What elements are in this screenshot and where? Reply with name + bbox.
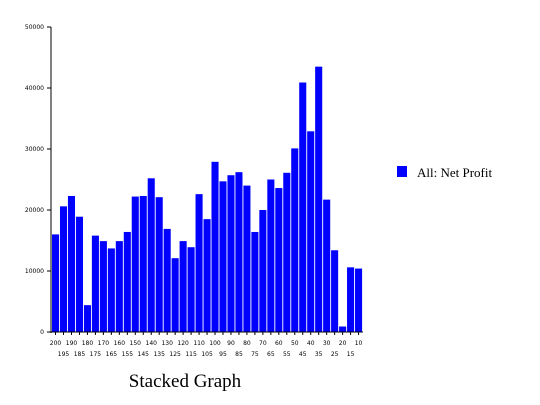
bar-125	[171, 258, 179, 332]
bar-85	[235, 172, 243, 332]
x-axis: 2001951901851801751701651601551501451401…	[50, 331, 363, 358]
legend-label: All: Net Profit	[417, 165, 492, 180]
x-tick-label: 15	[347, 351, 355, 358]
x-tick-label: 50	[291, 340, 299, 347]
x-tick-label: 165	[106, 351, 118, 358]
x-tick-label: 40	[307, 340, 315, 347]
bar-90	[227, 175, 235, 332]
x-tick-label: 140	[146, 340, 158, 347]
x-tick-label: 25	[331, 351, 339, 358]
x-tick-label: 65	[267, 351, 275, 358]
bar-80	[243, 185, 251, 332]
bar-185	[75, 216, 83, 332]
bar-30	[323, 199, 331, 332]
x-tick-label: 45	[299, 351, 307, 358]
y-axis: 0 10000 20000 30000 40000 50000	[25, 24, 52, 336]
bar-15	[347, 267, 355, 332]
bar-100	[211, 161, 219, 332]
y-tick-label: 20000	[25, 207, 44, 214]
bar-25	[331, 250, 339, 332]
x-tick-label: 60	[275, 340, 283, 347]
x-tick-label: 125	[169, 351, 181, 358]
x-tick-label: 70	[259, 340, 267, 347]
bars-group	[52, 66, 363, 333]
x-tick-label: 155	[122, 351, 134, 358]
bar-155	[123, 231, 131, 332]
bar-170	[99, 241, 107, 332]
x-tick-label: 160	[114, 340, 126, 347]
x-tick-label: 95	[219, 351, 227, 358]
bar-180	[83, 305, 91, 332]
bar-115	[187, 247, 195, 332]
bar-40	[307, 131, 315, 332]
x-tick-label: 105	[201, 351, 213, 358]
x-tick-label: 20	[339, 340, 347, 347]
x-tick-label: 35	[315, 351, 323, 358]
x-tick-label: 100	[209, 340, 221, 347]
x-tick-label: 120	[177, 340, 189, 347]
bar-10	[355, 268, 363, 332]
x-tick-label: 190	[66, 340, 78, 347]
bar-20	[339, 326, 347, 332]
bar-75	[251, 231, 259, 332]
x-tick-label: 200	[50, 340, 62, 347]
legend-swatch	[397, 166, 407, 177]
bar-140	[147, 178, 155, 332]
bar-165	[107, 248, 115, 332]
y-tick-label: 50000	[25, 24, 44, 31]
bar-120	[179, 241, 187, 332]
x-tick-label: 195	[58, 351, 70, 358]
bar-195	[59, 206, 68, 332]
x-tick-label: 135	[153, 351, 165, 358]
x-tick-label: 180	[82, 340, 94, 347]
bar-190	[67, 195, 76, 332]
bar-110	[195, 194, 203, 332]
x-tick-label: 185	[74, 351, 86, 358]
y-tick-label: 40000	[25, 85, 44, 92]
bar-130	[163, 228, 171, 332]
bar-105	[203, 219, 211, 332]
bar-160	[115, 241, 123, 332]
x-tick-label: 115	[185, 351, 197, 358]
bar-70	[259, 210, 267, 332]
bar-175	[91, 235, 99, 332]
chart-title: Stacked Graph	[129, 371, 242, 392]
bar-55	[283, 172, 291, 332]
bar-65	[267, 179, 275, 332]
x-tick-label: 10	[355, 340, 363, 347]
x-tick-label: 90	[227, 340, 235, 347]
x-tick-label: 75	[251, 351, 259, 358]
bar-35	[315, 66, 323, 333]
x-tick-label: 145	[138, 351, 150, 358]
bar-150	[131, 196, 139, 332]
x-tick-label: 85	[235, 351, 243, 358]
x-tick-label: 110	[193, 340, 205, 347]
x-tick-label: 130	[161, 340, 173, 347]
bar-60	[275, 188, 283, 332]
bar-95	[219, 181, 227, 332]
legend: All: Net Profit	[397, 165, 492, 180]
bar-45	[299, 82, 307, 332]
bar-135	[155, 197, 163, 332]
x-tick-label: 55	[283, 351, 291, 358]
y-tick-label: 30000	[25, 146, 44, 153]
bar-50	[291, 148, 299, 332]
x-tick-label: 30	[323, 340, 331, 347]
y-tick-label: 10000	[25, 268, 44, 275]
x-tick-label: 80	[243, 340, 251, 347]
y-tick-label: 0	[40, 329, 44, 336]
x-tick-label: 170	[98, 340, 110, 347]
bar-145	[139, 195, 147, 332]
x-tick-label: 150	[130, 340, 142, 347]
bar-200	[52, 234, 60, 332]
x-tick-label: 175	[90, 351, 102, 358]
